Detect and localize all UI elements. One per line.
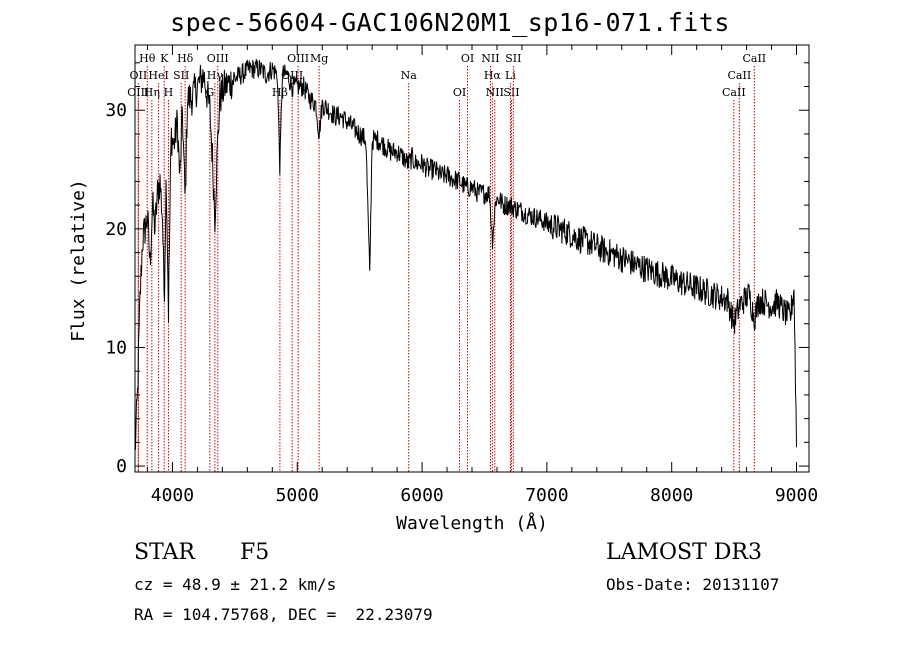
object-subclass: F5 xyxy=(240,540,270,565)
line-marker-label: Hθ xyxy=(139,52,156,65)
line-marker-label: K xyxy=(160,52,169,65)
axis-labels: 4000 5000 6000 7000 8000 9000 0 10 20 30 Wavelengt… xyxy=(68,100,818,534)
y-tick-label: 0 xyxy=(116,456,127,477)
redshift-text: cz = 48.9 ± 21.2 km/s xyxy=(134,575,337,594)
line-marker-label: SII xyxy=(503,86,519,99)
line-marker-label: OI xyxy=(453,86,466,99)
line-marker-label: G xyxy=(205,86,214,99)
line-marker-label: OIII xyxy=(127,86,149,99)
y-tick-label: 10 xyxy=(105,337,127,358)
x-tick-label: 8000 xyxy=(650,485,693,506)
y-axis-label: Flux (relative) xyxy=(68,179,89,342)
line-marker-label: Hδ xyxy=(177,52,194,65)
x-axis-label: Wavelength (Å) xyxy=(396,512,548,534)
line-marker-label: Mg xyxy=(310,52,328,65)
line-marker-label: Na xyxy=(401,69,418,82)
line-marker-label: OII xyxy=(130,69,148,82)
spectrum-line xyxy=(134,59,797,450)
y-tick-label: 20 xyxy=(105,219,127,240)
line-marker-label: OIII xyxy=(207,52,229,65)
x-tick-label: 6000 xyxy=(400,485,443,506)
x-tick-label: 7000 xyxy=(525,485,568,506)
line-marker-label: CaII xyxy=(722,86,746,99)
x-tick-label: 5000 xyxy=(276,485,319,506)
line-marker-label: OI xyxy=(461,52,474,65)
line-marker-label: SII xyxy=(505,52,521,65)
line-marker-label: NII xyxy=(486,86,504,99)
y-tick-label: 30 xyxy=(105,100,127,121)
x-tick-label: 9000 xyxy=(775,485,818,506)
line-marker-label: CaII xyxy=(728,69,752,82)
line-marker-label: Hη xyxy=(144,86,160,99)
line-marker-label: NII xyxy=(481,52,499,65)
plot-frame xyxy=(134,44,810,473)
object-class: STAR xyxy=(134,540,195,565)
axes xyxy=(134,44,810,473)
line-marker-label: Hα xyxy=(484,69,502,82)
line-marker-label: Hγ xyxy=(207,69,224,82)
line-marker-label: H xyxy=(164,86,174,99)
chart-title: spec-56604-GAC106N20M1_sp16-071.fits xyxy=(170,8,730,37)
coordinates: RA = 104.75768, DEC = 22.23079 xyxy=(134,605,433,624)
obs-date: Obs-Date: 20131107 xyxy=(606,575,780,594)
survey-name: LAMOST DR3 xyxy=(606,540,762,565)
line-marker-label: CaII xyxy=(742,52,766,65)
line-marker-label: OIII xyxy=(287,52,309,65)
line-marker-label: HeI xyxy=(148,69,168,82)
x-tick-label: 4000 xyxy=(151,485,194,506)
line-marker-label: Li xyxy=(505,69,516,82)
series-layer xyxy=(134,59,797,450)
line-markers: HθOIIOIIIKHeIHηHδSIIHOIIIHγGOIIIOIIIHβMg… xyxy=(127,52,766,472)
line-marker-label: Hβ xyxy=(272,86,288,99)
line-marker-label: SII xyxy=(173,69,189,82)
